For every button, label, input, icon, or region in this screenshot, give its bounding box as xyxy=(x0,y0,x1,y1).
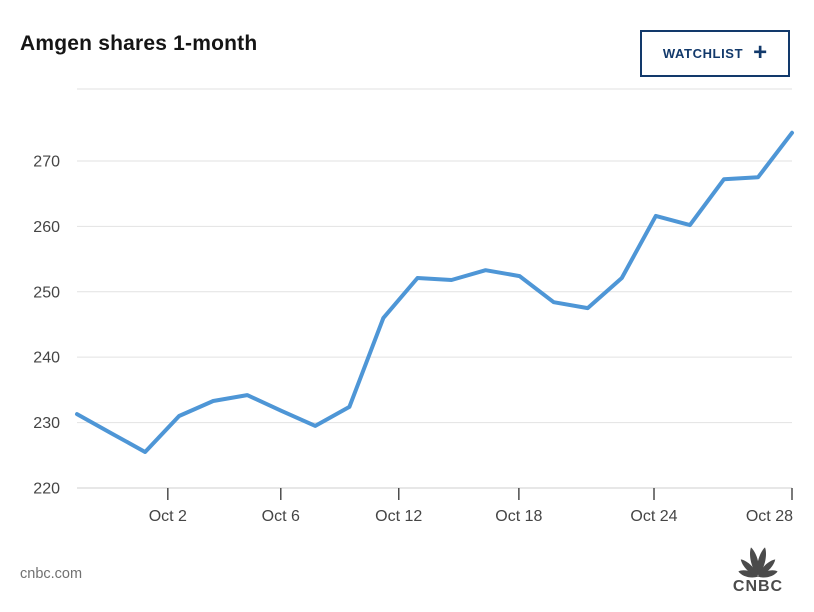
cnbc-logo: CNBC xyxy=(722,543,794,595)
watchlist-button-label: WATCHLIST xyxy=(662,46,744,61)
cnbc-peacock-icon xyxy=(738,547,778,578)
page-title: Amgen shares 1-month xyxy=(20,32,258,55)
cnbc-logo-text: CNBC xyxy=(732,578,784,595)
x-tick-label: Oct 18 xyxy=(495,508,542,525)
y-tick-label: 250 xyxy=(33,284,60,301)
x-tick-label: Oct 6 xyxy=(262,508,300,525)
watchlist-button[interactable]: WATCHLIST + xyxy=(640,30,790,77)
x-tick-label: Oct 12 xyxy=(375,508,422,525)
x-tick-label: Oct 24 xyxy=(630,508,677,525)
plus-icon: + xyxy=(753,38,768,66)
x-tick-label: Oct 2 xyxy=(149,508,187,525)
price-line-series xyxy=(75,130,794,454)
y-tick-label: 230 xyxy=(33,415,60,432)
y-tick-label: 240 xyxy=(33,350,60,367)
source-attribution: cnbc.com xyxy=(20,566,83,582)
y-tick-label: 260 xyxy=(33,219,60,236)
y-tick-label: 270 xyxy=(33,153,60,170)
x-tick-label: Oct 28 xyxy=(746,508,793,525)
y-tick-label: 220 xyxy=(33,481,60,498)
